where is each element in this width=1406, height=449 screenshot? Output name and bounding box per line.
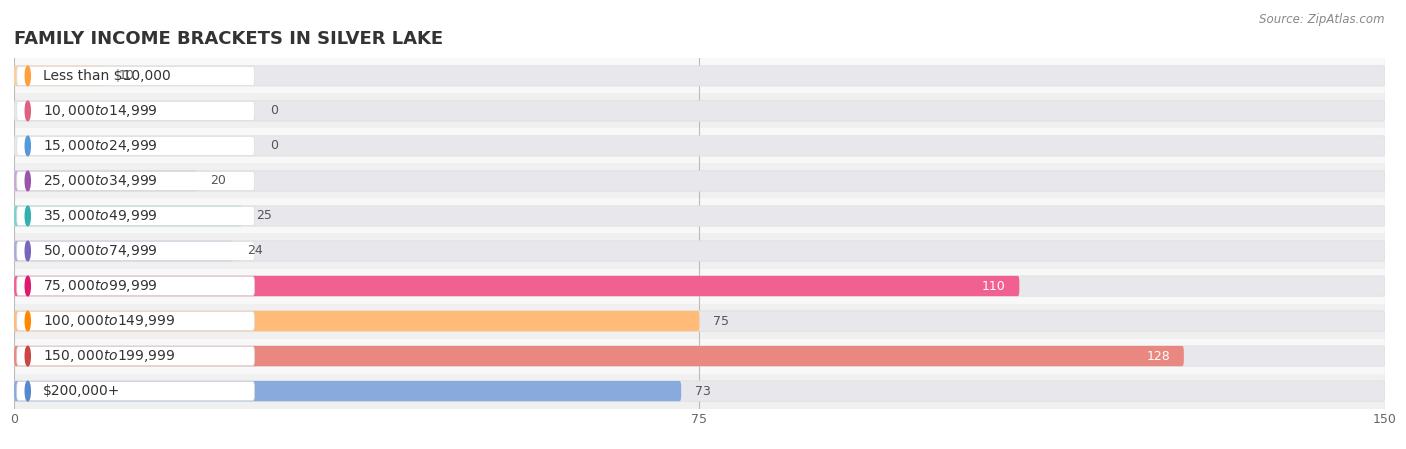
FancyBboxPatch shape — [14, 276, 1385, 296]
FancyBboxPatch shape — [14, 276, 1019, 296]
FancyBboxPatch shape — [14, 66, 1385, 86]
Circle shape — [25, 136, 31, 156]
FancyBboxPatch shape — [14, 346, 1385, 366]
Circle shape — [25, 241, 31, 261]
Text: Source: ZipAtlas.com: Source: ZipAtlas.com — [1260, 13, 1385, 26]
Bar — [14, 163, 1385, 198]
FancyBboxPatch shape — [14, 346, 1184, 366]
Text: $75,000 to $99,999: $75,000 to $99,999 — [44, 278, 157, 294]
Text: 10: 10 — [120, 70, 135, 82]
FancyBboxPatch shape — [17, 312, 254, 330]
Bar — [14, 269, 1385, 304]
FancyBboxPatch shape — [17, 382, 254, 401]
Bar — [14, 304, 1385, 339]
FancyBboxPatch shape — [14, 101, 1385, 121]
Circle shape — [25, 311, 31, 331]
FancyBboxPatch shape — [14, 241, 1385, 261]
Text: FAMILY INCOME BRACKETS IN SILVER LAKE: FAMILY INCOME BRACKETS IN SILVER LAKE — [14, 31, 443, 48]
FancyBboxPatch shape — [17, 136, 254, 155]
Circle shape — [25, 381, 31, 401]
Circle shape — [25, 101, 31, 121]
Text: $15,000 to $24,999: $15,000 to $24,999 — [44, 138, 157, 154]
FancyBboxPatch shape — [14, 136, 1385, 156]
Text: $100,000 to $149,999: $100,000 to $149,999 — [44, 313, 176, 329]
Circle shape — [25, 276, 31, 296]
FancyBboxPatch shape — [17, 242, 254, 260]
FancyBboxPatch shape — [17, 277, 254, 295]
FancyBboxPatch shape — [14, 206, 243, 226]
FancyBboxPatch shape — [17, 347, 254, 365]
Bar — [14, 128, 1385, 163]
Bar — [14, 374, 1385, 409]
FancyBboxPatch shape — [14, 381, 682, 401]
Bar — [14, 339, 1385, 374]
Bar — [14, 93, 1385, 128]
FancyBboxPatch shape — [14, 171, 1385, 191]
Text: 110: 110 — [981, 280, 1005, 292]
Text: 24: 24 — [247, 245, 263, 257]
Text: 20: 20 — [211, 175, 226, 187]
FancyBboxPatch shape — [14, 171, 197, 191]
Text: $150,000 to $199,999: $150,000 to $199,999 — [44, 348, 176, 364]
FancyBboxPatch shape — [14, 311, 700, 331]
Text: $10,000 to $14,999: $10,000 to $14,999 — [44, 103, 157, 119]
Text: $35,000 to $49,999: $35,000 to $49,999 — [44, 208, 157, 224]
FancyBboxPatch shape — [17, 101, 254, 120]
Text: $25,000 to $34,999: $25,000 to $34,999 — [44, 173, 157, 189]
Circle shape — [25, 171, 31, 191]
FancyBboxPatch shape — [14, 381, 1385, 401]
Text: $200,000+: $200,000+ — [44, 384, 121, 398]
Circle shape — [25, 66, 31, 86]
Circle shape — [25, 206, 31, 226]
Bar — [14, 233, 1385, 269]
Bar — [14, 198, 1385, 233]
Text: 0: 0 — [270, 105, 278, 117]
FancyBboxPatch shape — [14, 311, 1385, 331]
FancyBboxPatch shape — [14, 241, 233, 261]
Text: 73: 73 — [695, 385, 711, 397]
Text: 0: 0 — [270, 140, 278, 152]
FancyBboxPatch shape — [17, 207, 254, 225]
FancyBboxPatch shape — [14, 206, 1385, 226]
Circle shape — [25, 346, 31, 366]
FancyBboxPatch shape — [17, 66, 254, 85]
Text: Less than $10,000: Less than $10,000 — [44, 69, 172, 83]
FancyBboxPatch shape — [17, 172, 254, 190]
Text: $50,000 to $74,999: $50,000 to $74,999 — [44, 243, 157, 259]
Bar — [14, 58, 1385, 93]
Text: 128: 128 — [1146, 350, 1170, 362]
Text: 25: 25 — [256, 210, 273, 222]
FancyBboxPatch shape — [14, 66, 105, 86]
Text: 75: 75 — [713, 315, 730, 327]
